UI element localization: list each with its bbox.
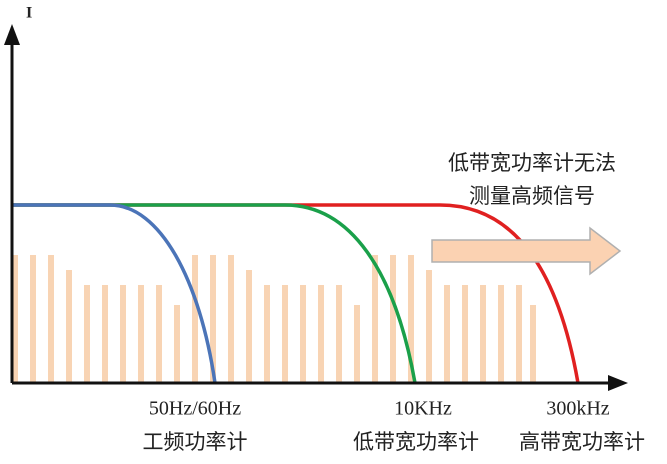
spectrum-bar <box>282 285 288 383</box>
spectrum-bar <box>264 285 270 383</box>
spectrum-bar <box>120 285 126 383</box>
spectrum-bars <box>12 255 536 383</box>
spectrum-bar <box>354 305 360 383</box>
y-axis-label: I <box>26 5 32 22</box>
spectrum-bar <box>228 255 234 383</box>
arrow <box>431 226 622 276</box>
spectrum-bar <box>102 285 108 383</box>
shape <box>4 24 20 45</box>
spectrum-bar <box>84 285 90 383</box>
meter-label: 高带宽功率计 <box>519 430 645 454</box>
spectrum-bar <box>246 270 252 383</box>
spectrum-bar <box>156 285 162 383</box>
axes <box>4 24 628 391</box>
note-line: 低带宽功率计无法 <box>448 151 616 175</box>
note-line: 测量高频信号 <box>469 184 595 208</box>
spectrum-bar <box>444 285 450 383</box>
spectrum-bar <box>174 305 180 383</box>
spectrum-bar <box>530 305 536 383</box>
frequency-label: 10KHz <box>394 398 452 420</box>
spectrum-bar <box>300 285 306 383</box>
spectrum-bar <box>516 285 522 383</box>
spectrum-bar <box>426 270 432 383</box>
meter-label: 工频功率计 <box>143 430 248 454</box>
spectrum-bar <box>210 255 216 383</box>
frequency-label: 300kHz <box>546 398 609 420</box>
spectrum-bar <box>372 255 378 383</box>
low-bandwidth-curve <box>12 203 417 384</box>
spectrum-bar <box>462 285 468 383</box>
spectrum-bar <box>138 285 144 383</box>
spectrum-bar <box>390 255 396 383</box>
spectrum-bar <box>12 255 18 383</box>
meter-label: 低带宽功率计 <box>353 430 479 454</box>
spectrum-bar <box>48 255 54 383</box>
frequency-label: 50Hz/60Hz <box>149 398 241 420</box>
spectrum-bar <box>480 285 486 383</box>
power-frequency-curve <box>12 203 217 384</box>
spectrum-bar <box>192 255 198 383</box>
spectrum-bar <box>318 285 324 383</box>
spectrum-bar <box>408 255 414 383</box>
spectrum-bar <box>30 255 36 383</box>
spectrum-bar <box>66 270 72 383</box>
spectrum-bar <box>336 285 342 383</box>
spectrum-bar <box>498 285 504 383</box>
shape <box>608 375 628 391</box>
high-bandwidth-curve <box>12 203 580 384</box>
